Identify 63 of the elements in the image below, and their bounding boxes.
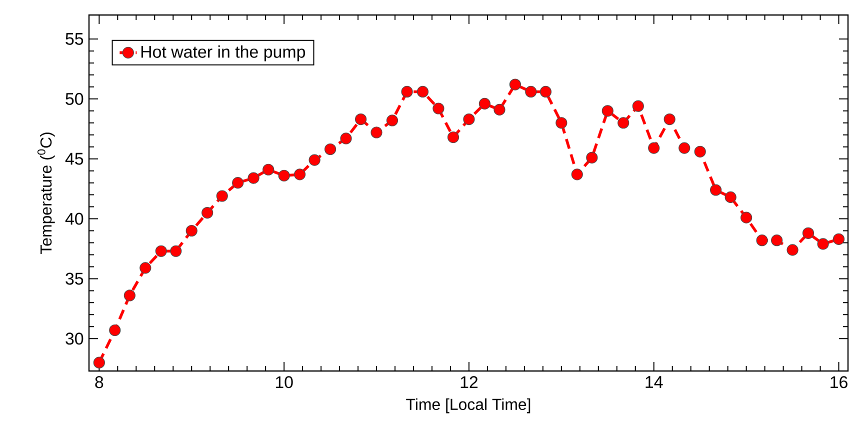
y-tick-label: 40: [65, 212, 84, 225]
point: [740, 212, 752, 224]
point: [401, 86, 413, 98]
point: [509, 78, 521, 90]
y-tick-label: 50: [66, 92, 84, 105]
point: [724, 191, 736, 203]
x-axis-title: Time [Local Time]: [406, 398, 530, 414]
point: [186, 224, 198, 237]
point: [232, 177, 244, 189]
point: [93, 356, 105, 368]
point: [124, 290, 136, 302]
point: [262, 164, 274, 176]
point: [618, 117, 630, 129]
point: [324, 143, 336, 156]
point: [308, 154, 320, 166]
point: [602, 105, 614, 117]
point: [432, 102, 444, 114]
point: [802, 227, 814, 239]
point: [416, 86, 429, 98]
point: [494, 104, 506, 116]
point: [664, 113, 676, 126]
x-tick-label: 12: [460, 376, 478, 388]
point: [202, 206, 214, 219]
point: [216, 190, 228, 202]
x-tick-label: 8: [95, 376, 104, 388]
point: [648, 142, 660, 154]
y-tick-label: 55: [66, 33, 84, 45]
point: [771, 234, 783, 246]
point: [786, 244, 798, 256]
point: [571, 168, 583, 180]
y-tick-label: 30: [66, 332, 84, 345]
point: [586, 152, 598, 164]
point: [370, 126, 382, 138]
x-tick-label: 14: [646, 376, 663, 388]
legend-label: Hot water in the pump: [141, 45, 306, 62]
point: [540, 86, 552, 98]
point: [478, 98, 490, 110]
y-tick-label: 35: [66, 272, 84, 285]
point: [278, 170, 290, 182]
point: [170, 245, 182, 257]
point: [694, 146, 706, 158]
point: [109, 324, 121, 336]
point: [155, 245, 167, 257]
point: [632, 100, 644, 112]
point: [386, 114, 398, 126]
x-tick-label: 10: [276, 376, 293, 388]
point: [710, 184, 722, 196]
point: [294, 168, 306, 180]
point: [817, 238, 829, 250]
point: [340, 132, 352, 144]
point: [678, 142, 690, 154]
point: [140, 262, 152, 274]
point: [355, 113, 367, 126]
x-tick-label: 16: [830, 376, 848, 388]
point: [463, 113, 475, 126]
point: [832, 233, 845, 245]
point: [756, 234, 768, 246]
y-axis-title: Temperature ($^{0}$C): [37, 132, 55, 254]
point: [248, 172, 260, 184]
point: [525, 86, 537, 98]
y-tick-label: 45: [65, 152, 84, 165]
point: [556, 117, 568, 129]
point: [447, 131, 460, 144]
